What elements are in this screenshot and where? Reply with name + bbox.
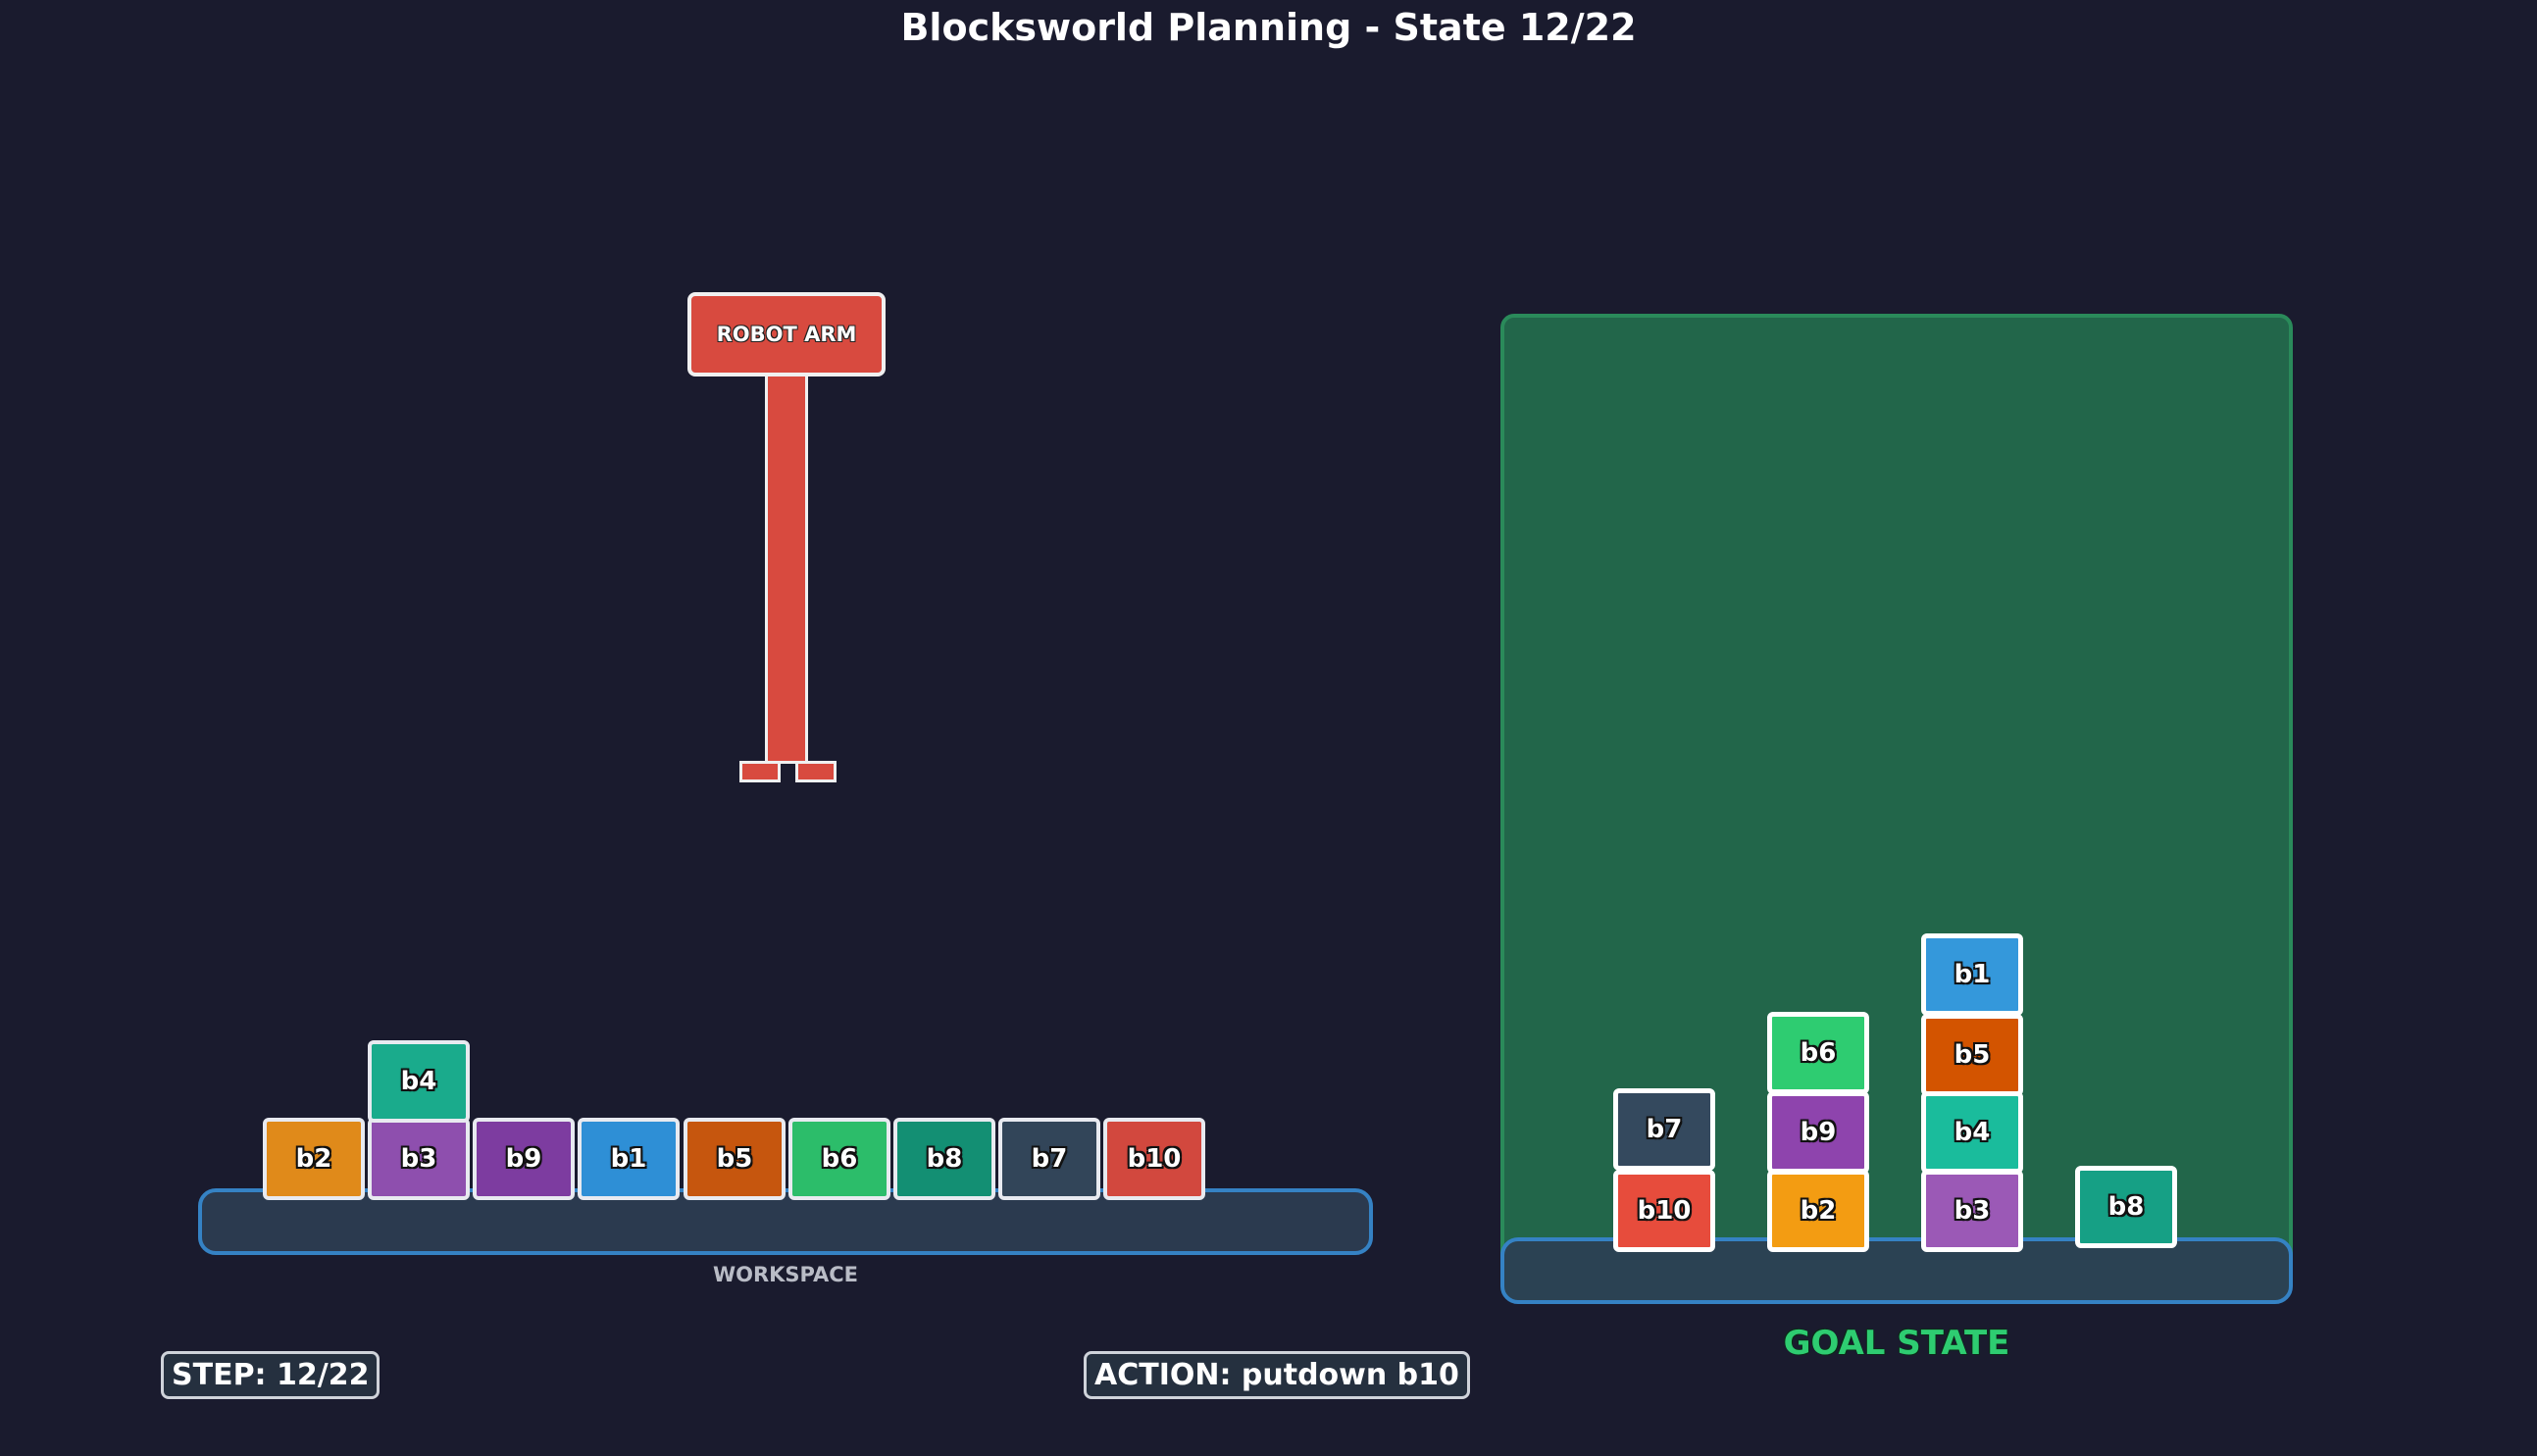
goal-block-b8: b8	[2075, 1166, 2177, 1248]
workspace-label: WORKSPACE	[712, 1263, 859, 1286]
goal-block-b2: b2	[1767, 1170, 1869, 1252]
goal-block-b9: b9	[1767, 1091, 1869, 1174]
goal-block-b4: b4	[1921, 1091, 2023, 1174]
robot-arm-head: ROBOT ARM	[687, 292, 886, 377]
goal-block-b1: b1	[1921, 933, 2023, 1016]
gripper-right-finger	[795, 761, 837, 782]
goal-block-b3: b3	[1921, 1170, 2023, 1252]
goal-block-b7: b7	[1613, 1088, 1715, 1171]
workspace-block-b5[interactable]: b5	[684, 1118, 786, 1200]
workspace-block-b9[interactable]: b9	[473, 1118, 575, 1200]
page-title: Blocksworld Planning - State 12/22	[900, 6, 1637, 49]
workspace-block-b8[interactable]: b8	[893, 1118, 995, 1200]
goal-block-b5: b5	[1921, 1014, 2023, 1096]
workspace-block-b6[interactable]: b6	[788, 1118, 890, 1200]
workspace-block-b2[interactable]: b2	[263, 1118, 365, 1200]
workspace-block-b3[interactable]: b3	[368, 1118, 470, 1200]
robot-arm-shaft	[765, 374, 808, 764]
workspace-block-b10[interactable]: b10	[1103, 1118, 1205, 1200]
goal-state-label: GOAL STATE	[1783, 1324, 2010, 1363]
step-counter: STEP: 12/22	[161, 1351, 381, 1399]
action-display: ACTION: putdown b10	[1084, 1351, 1470, 1399]
workspace-block-b7[interactable]: b7	[998, 1118, 1100, 1200]
workspace-block-b1[interactable]: b1	[578, 1118, 680, 1200]
goal-block-b10: b10	[1613, 1170, 1715, 1252]
workspace-block-b4[interactable]: b4	[368, 1040, 470, 1123]
gripper-left-finger	[739, 761, 781, 782]
goal-block-b6: b6	[1767, 1012, 1869, 1094]
